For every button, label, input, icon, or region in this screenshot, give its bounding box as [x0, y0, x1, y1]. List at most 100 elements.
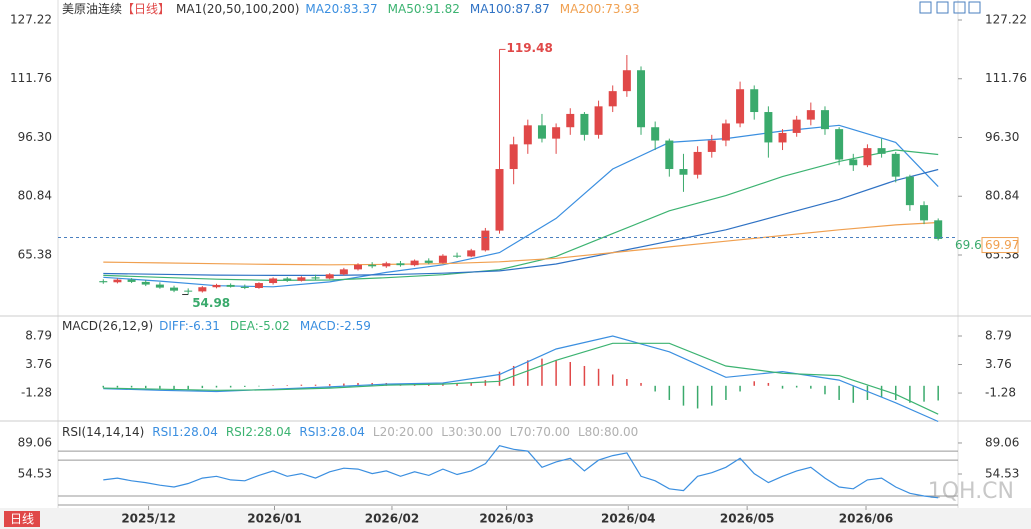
- macd-line: [103, 342, 939, 415]
- tool-button[interactable]: [968, 1, 981, 14]
- legend-entry: RSI3:28.04: [299, 425, 365, 439]
- tool-button[interactable]: [919, 1, 932, 14]
- low-label: 54.98: [192, 296, 230, 310]
- indicator: MA1(20,50,100,200): [176, 2, 299, 16]
- rsi-header: RSI(14,14,14) RSI1:28.04 RSI2:28.04 RSI3:28…: [62, 425, 638, 439]
- legend-entry: DEA:-5.02: [230, 319, 290, 333]
- candle-body: [240, 286, 249, 288]
- candle-body: [863, 148, 872, 166]
- candle-body: [269, 278, 278, 284]
- candle-body: [891, 153, 900, 177]
- x-tick-label: 2026/06: [839, 512, 893, 526]
- candle-body: [523, 125, 532, 145]
- candle-body: [113, 279, 122, 283]
- legend-entry: RSI2:28.04: [226, 425, 292, 439]
- candle-body: [736, 89, 745, 124]
- ma-line: [103, 149, 939, 282]
- candle-body: [339, 269, 348, 275]
- legend-entry: MA20:83.37: [305, 2, 377, 16]
- candle-body: [325, 274, 334, 279]
- legend-entry: RSI1:28.04: [152, 425, 218, 439]
- candle-body: [155, 284, 164, 288]
- candle-body: [665, 140, 674, 170]
- high-label: 119.48: [507, 41, 553, 55]
- y-tick-label: 54.53: [985, 466, 1019, 480]
- x-tick-label: 2025/12: [121, 512, 175, 526]
- candle-body: [806, 110, 815, 120]
- candle-body: [920, 205, 929, 221]
- indicator: RSI(14,14,14): [62, 425, 144, 439]
- candle-body: [877, 148, 886, 154]
- candle-body: [566, 113, 575, 128]
- candle-body: [481, 230, 490, 251]
- candle-body: [622, 70, 631, 92]
- y-tick-label: 127.22: [985, 12, 1027, 26]
- candle-body: [226, 284, 235, 287]
- legend-entry: MA200:73.93: [560, 2, 640, 16]
- ma-line: [103, 168, 939, 276]
- candle-body: [184, 290, 193, 292]
- candle-body: [849, 159, 858, 166]
- y-tick-label: 80.84: [985, 189, 1019, 203]
- y-tick-label: 127.22: [10, 12, 52, 26]
- x-tick-label: 2026/05: [720, 512, 774, 526]
- candle-body: [453, 255, 462, 257]
- candle-body: [594, 106, 603, 135]
- current-price-label: 69.97: [985, 238, 1019, 252]
- candle-body: [608, 91, 617, 107]
- y-tick-label: 8.79: [25, 329, 52, 343]
- candle-body: [410, 260, 419, 266]
- watermark: 1QH.CN: [928, 479, 1014, 504]
- candle-body: [198, 287, 207, 292]
- candle-body: [382, 263, 391, 267]
- x-tick-label: 2026/04: [601, 512, 655, 526]
- candle-body: [721, 123, 730, 141]
- y-tick-label: 8.79: [985, 329, 1012, 343]
- legend-entry: L80:80.00: [578, 425, 638, 439]
- y-tick-label: 111.76: [10, 71, 52, 85]
- candle-body: [354, 264, 362, 270]
- x-tick-label: 2026/02: [365, 512, 419, 526]
- y-tick-label: 80.84: [18, 189, 52, 203]
- candle-body: [212, 284, 221, 288]
- x-tick-label: 2026/03: [479, 512, 533, 526]
- legend-entry: MACD:-2.59: [300, 319, 371, 333]
- candle-body: [99, 281, 108, 283]
- indicator: MACD(26,12,9): [62, 319, 153, 333]
- tool-button[interactable]: [953, 1, 966, 14]
- candle-body: [637, 70, 646, 128]
- period-button[interactable]: [4, 511, 40, 527]
- macd-header: MACD(26,12,9) DIFF:-6.31 DEA:-5.02 MACD:-2.…: [62, 319, 371, 333]
- candle-body: [778, 132, 787, 143]
- candle-body: [297, 277, 306, 281]
- period: 【日线】: [122, 2, 170, 16]
- candle-body: [905, 176, 914, 206]
- y-tick-label: -1.28: [985, 386, 1016, 400]
- legend-entry: L30:30.00: [441, 425, 501, 439]
- header: 美原油连续【日线】 MA1(20,50,100,200) MA20:83.37 MA5…: [62, 1, 640, 16]
- candle-body: [141, 281, 150, 285]
- candle-body: [693, 151, 702, 175]
- candle-body: [750, 89, 759, 113]
- candle-body: [311, 277, 320, 279]
- tool-button[interactable]: [936, 1, 949, 14]
- candle-body: [679, 169, 688, 175]
- candle-body: [537, 125, 546, 139]
- candle-body: [820, 110, 829, 130]
- y-tick-label: 111.76: [985, 71, 1027, 85]
- candle-body: [934, 220, 943, 239]
- last-price-label: 69.61: [955, 238, 989, 252]
- candle-body: [438, 255, 447, 263]
- rsi-line: [103, 445, 939, 499]
- legend-entry: L20:20.00: [373, 425, 433, 439]
- y-tick-label: 96.30: [985, 130, 1019, 144]
- y-tick-label: 65.38: [18, 247, 52, 261]
- candle-body: [792, 119, 801, 133]
- candle-body: [283, 278, 292, 281]
- candle-body: [396, 263, 405, 266]
- y-tick-label: 89.06: [18, 435, 52, 449]
- candle-body: [495, 169, 504, 231]
- footer-bar: [0, 508, 1031, 529]
- y-tick-label: -1.28: [21, 386, 52, 400]
